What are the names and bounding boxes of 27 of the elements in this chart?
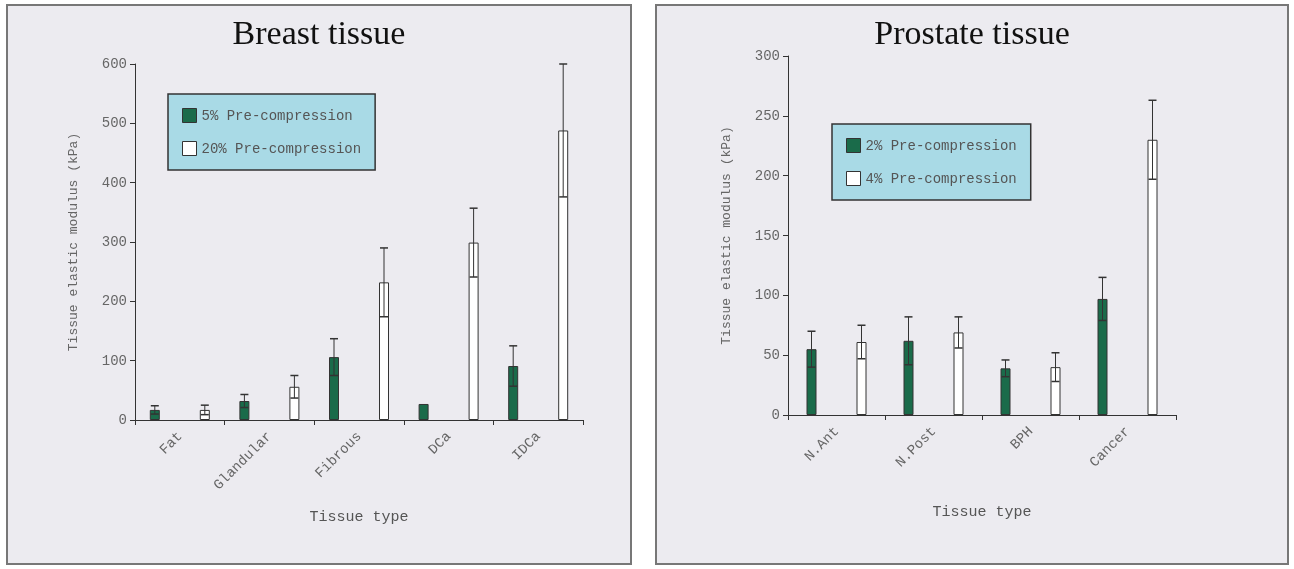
y-axis-title: Tissue elastic modulus (kPa) — [66, 132, 81, 352]
x-tick-label: Fat — [156, 428, 186, 458]
y-axis-title: Tissue elastic modulus (kPa) — [719, 126, 734, 345]
chart-title: Prostate tissue — [874, 13, 1070, 51]
legend-label: 20% Pre-compression — [201, 140, 362, 157]
chart-title: Breast tissue — [232, 13, 406, 51]
y-tick-label: 200 — [101, 293, 127, 310]
legend-label: 2% Pre-compression — [865, 137, 1017, 154]
y-tick-label: 500 — [101, 115, 127, 132]
x-tick-label: DCa — [425, 428, 455, 458]
y-tick-label: 250 — [754, 107, 780, 124]
x-axis-title: Tissue type — [309, 509, 409, 526]
y-tick-label: 300 — [101, 234, 127, 250]
legend-label: 4% Pre-compression — [865, 170, 1017, 187]
legend-label: 5% Pre-compression — [201, 107, 353, 124]
y-tick-label: 600 — [101, 56, 127, 72]
y-tick-label: 300 — [754, 48, 780, 64]
x-tick-label: BPH — [1007, 423, 1037, 453]
y-tick-label: 150 — [754, 227, 780, 244]
y-tick-label: 200 — [754, 167, 780, 184]
y-tick-label: 100 — [101, 352, 127, 369]
y-tick-label: 50 — [763, 347, 780, 364]
y-tick-label: 0 — [771, 407, 780, 423]
x-axis-title: Tissue type — [932, 504, 1032, 521]
y-tick-label: 400 — [101, 174, 127, 191]
y-tick-label: 100 — [754, 287, 780, 304]
y-tick-label: 0 — [118, 412, 127, 428]
